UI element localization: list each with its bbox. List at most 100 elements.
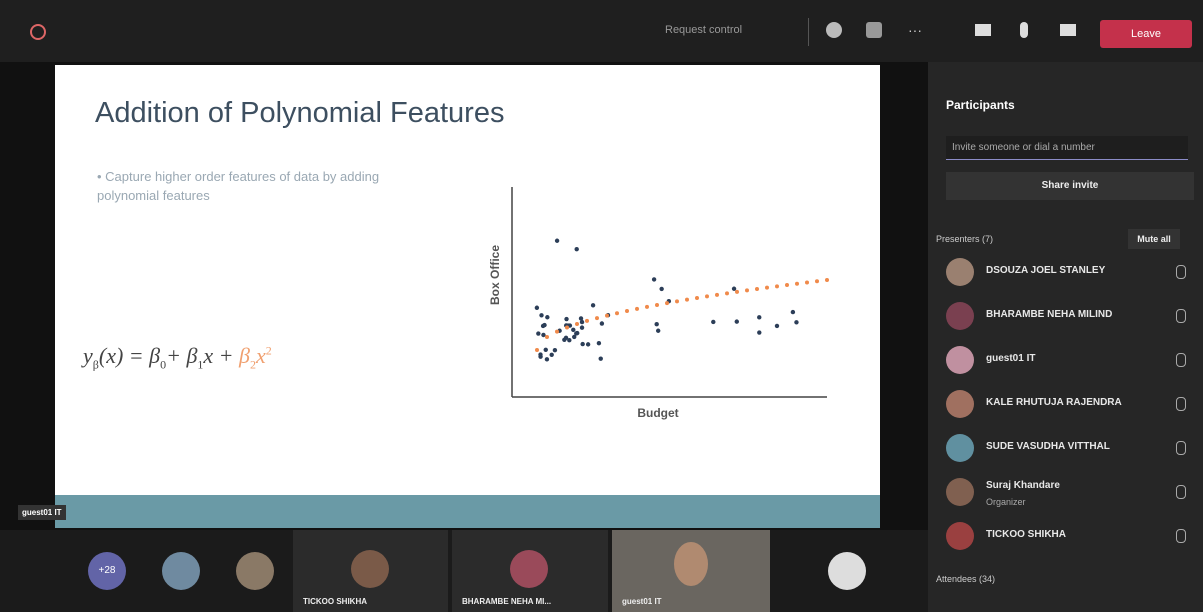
fit-point (755, 287, 759, 292)
point (562, 337, 567, 342)
point (542, 322, 547, 328)
fit-point (825, 278, 829, 282)
fit-point (795, 281, 799, 286)
point (564, 316, 569, 322)
bullet-text: Capture higher order features of data by… (97, 169, 380, 203)
slide-bullet: • Capture higher order features of data … (97, 169, 380, 203)
fit-point (775, 284, 779, 289)
point (579, 325, 585, 330)
point (774, 323, 780, 329)
point (552, 347, 558, 353)
point (571, 327, 576, 333)
point (590, 303, 596, 308)
eq-part: β (239, 343, 251, 368)
avatar (946, 522, 974, 550)
share-invite-button[interactable]: Share invite (946, 172, 1194, 200)
fit-point (615, 311, 619, 316)
fit-point (625, 309, 629, 314)
mute-all-button[interactable]: Mute all (1128, 229, 1180, 249)
equation: yβ(x) = β0+ β1x + β2x2 (83, 343, 272, 372)
point (655, 328, 661, 333)
participant-name: KALE RHUTUJA RAJENDRA (986, 397, 1122, 408)
eq-part: 0 (160, 357, 167, 372)
presenters-heading: Presenters (7) (936, 234, 994, 244)
fit-point (595, 316, 599, 321)
tile-label: BHARAMBE NEHA MI... (462, 597, 552, 606)
participant-name: TICKOO SHIKHA (986, 529, 1066, 540)
participant-row: guest01 IT (946, 340, 1186, 380)
eq-part: 2 (265, 343, 272, 358)
scatter-figure: Box Office Budget (488, 187, 829, 420)
avatar (946, 346, 974, 374)
fit-point (765, 285, 769, 290)
avatar (510, 550, 548, 588)
fit-point (715, 292, 719, 297)
video-tile: BHARAMBE NEHA MI... (452, 530, 608, 612)
point (536, 331, 541, 336)
point (757, 315, 762, 320)
point (574, 246, 579, 252)
video-tile: guest01 IT (612, 530, 770, 612)
mic-icon (1176, 485, 1186, 499)
fit-point (725, 291, 729, 296)
point (651, 277, 657, 282)
share-button[interactable] (1060, 24, 1076, 36)
fit-point (545, 335, 549, 340)
point (554, 238, 560, 243)
more-participants[interactable]: +28 (88, 552, 126, 590)
participants-button[interactable] (826, 22, 842, 38)
fit-point (685, 297, 689, 302)
invite-input[interactable]: Invite someone or dial a number (946, 136, 1188, 160)
fit-point (815, 279, 819, 284)
participant-name: guest01 IT (986, 353, 1036, 364)
fit-point (555, 329, 559, 334)
sharer-label: guest01 IT (18, 505, 66, 520)
leave-button[interactable]: Leave (1100, 20, 1192, 48)
avatar (351, 550, 389, 588)
point (757, 330, 762, 335)
mic-button[interactable] (1020, 22, 1028, 38)
point (659, 286, 664, 292)
tile-label: guest01 IT (622, 597, 662, 606)
top-bar: Request control ··· Leave (0, 0, 1203, 62)
avatar (946, 258, 974, 286)
avatar (946, 390, 974, 418)
panel-title: Participants (946, 98, 1015, 112)
point (731, 286, 737, 291)
chat-button[interactable] (866, 22, 882, 38)
avatar (946, 302, 974, 330)
point (599, 321, 605, 326)
fit-point (745, 288, 749, 293)
divider (808, 18, 809, 46)
participant-name: BHARAMBE NEHA MILIND (986, 309, 1113, 320)
slide-title: Addition of Polynomial Features (95, 97, 505, 129)
fit-point (805, 280, 809, 285)
recording-icon (30, 24, 46, 40)
participant-role: Organizer (986, 497, 1026, 507)
fit-point (575, 322, 579, 327)
eq-part: 2 (250, 357, 257, 372)
slide: Addition of Polynomial Features • Captur… (55, 65, 880, 528)
participant-row: Suraj Khandare Organizer (946, 472, 1186, 512)
camera-button[interactable] (975, 24, 991, 36)
point (654, 322, 659, 327)
participants-panel: Participants Invite someone or dial a nu… (928, 62, 1203, 612)
point (598, 356, 603, 361)
fit-point (635, 306, 639, 311)
eq-part: x + (203, 343, 240, 368)
y-axis-label: Box Office (488, 245, 502, 305)
points (534, 238, 829, 362)
point (711, 319, 716, 325)
point (538, 354, 543, 359)
point (575, 330, 580, 336)
participant-row: SUDE VASUDHA VITTHAL (946, 428, 1186, 468)
x-axis-label: Budget (637, 406, 678, 420)
avatar (162, 552, 200, 590)
request-control[interactable]: Request control (665, 24, 743, 36)
more-button[interactable]: ··· (908, 22, 922, 38)
fit-point (535, 348, 539, 352)
mic-icon (1176, 529, 1186, 543)
fit-point (655, 302, 659, 307)
point (544, 357, 550, 362)
